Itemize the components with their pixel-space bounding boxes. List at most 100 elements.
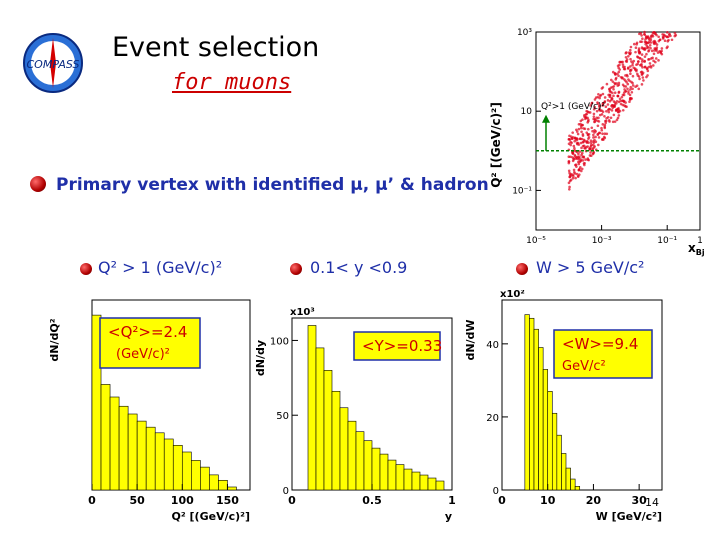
scatter-point — [615, 82, 618, 85]
scatter-point — [571, 177, 575, 180]
histogram-bar — [347, 420, 357, 491]
scatter-point — [576, 174, 580, 178]
scatter-point — [622, 84, 626, 88]
histogram-bar — [371, 447, 381, 491]
y-multiplier: x10³ — [290, 307, 315, 318]
scatter-point — [592, 136, 595, 139]
scatter-point — [622, 93, 626, 97]
scatter-point — [592, 115, 596, 118]
histogram-bar — [218, 479, 228, 491]
scatter-point — [632, 59, 636, 63]
scatter-point — [617, 110, 620, 114]
scatter-point — [655, 43, 659, 46]
histogram-bar — [307, 325, 317, 491]
scatter-point — [621, 63, 625, 66]
x-axis-label: W [GeV/c²] — [596, 510, 662, 523]
scatter-point — [648, 40, 651, 43]
histogram-bar — [533, 328, 539, 491]
scatter-point — [659, 51, 663, 55]
scatter-point — [634, 50, 637, 54]
scatter-point — [567, 155, 571, 159]
scatter-point — [647, 58, 650, 61]
scatter-point — [619, 99, 623, 103]
scatter-point — [568, 138, 572, 141]
y-tick-label: 0 — [283, 486, 289, 497]
scatter-point — [597, 92, 600, 96]
scatter-point — [638, 56, 641, 60]
scatter-point — [612, 87, 615, 91]
scatter-point — [622, 91, 626, 94]
scatter-point — [616, 64, 620, 68]
scatter-point — [652, 59, 655, 63]
scatter-point — [629, 85, 633, 89]
scatter-point — [569, 143, 572, 147]
q2-vs-xbj-scatter: Q² [(GeV/c)²] 10⁻⁵ 10⁻³ 10⁻¹ 1 10³ 10 10⁻¹ Q²>… — [489, 28, 705, 257]
scatter-point — [600, 126, 603, 130]
scatter-point — [571, 151, 575, 155]
scatter-point — [627, 66, 630, 70]
scatter-point — [637, 87, 641, 91]
scatter-point — [609, 78, 613, 82]
scatter-point — [617, 114, 621, 117]
y-tick-label: 0 — [493, 486, 499, 497]
scatter-point — [637, 60, 640, 63]
y-axis-label: dN/dW — [464, 319, 477, 360]
scatter-point — [617, 74, 620, 78]
scatter-point — [573, 153, 577, 157]
scatter-point — [585, 140, 588, 144]
scatter-point — [647, 49, 650, 53]
scatter-point — [670, 38, 674, 42]
scatter-point — [650, 49, 654, 53]
scatter-point — [605, 132, 609, 136]
scatter-point — [645, 36, 649, 40]
scatter-point — [584, 158, 587, 161]
scatter-point — [585, 112, 589, 116]
scatter-point — [631, 74, 635, 78]
scatter-point — [589, 139, 593, 142]
histogram-bar — [154, 432, 165, 491]
scatter-point — [598, 113, 602, 117]
x-tick-label: 0.5 — [362, 494, 382, 507]
y-tick-label: 10⁻¹ — [512, 186, 532, 196]
scatter-point — [631, 63, 634, 67]
q2-histogram: 0 50 100 150 dN/dQ² Q² [(GeV/c)²] <Q²>=2.4 (GeV… — [48, 299, 251, 523]
y-axis-label: Q² [(GeV/c)²] — [489, 102, 503, 188]
x-axis-label: y — [445, 510, 452, 523]
scatter-point — [592, 107, 596, 111]
scatter-point — [624, 51, 628, 55]
scatter-point — [638, 32, 641, 36]
scatter-point — [626, 87, 629, 91]
scatter-point — [655, 33, 658, 37]
scatter-point — [629, 72, 632, 76]
scatter-point — [577, 127, 581, 131]
scatter-point — [613, 101, 617, 104]
w-histogram: 0 10 20 30 40 20 0 x10² dN/dW W [GeV/c²] <W>=9.4 Ge… — [464, 290, 663, 523]
y-tick-label: 10 — [521, 107, 533, 117]
scatter-point — [593, 105, 597, 109]
histogram-bar — [419, 474, 429, 491]
cut-w-label: W > 5 GeV/c² — [536, 258, 645, 277]
scatter-point — [596, 102, 600, 105]
y-multiplier: x10² — [500, 290, 525, 300]
scatter-point — [616, 116, 620, 120]
histogram-bar — [191, 460, 201, 491]
scatter-point — [610, 96, 613, 100]
scatter-point — [614, 78, 618, 81]
histogram-bar — [323, 370, 333, 491]
scatter-point — [629, 65, 632, 68]
scatter-point — [628, 97, 632, 100]
histogram-bar — [339, 407, 349, 491]
scatter-point — [589, 104, 592, 107]
plot-frame — [501, 299, 663, 491]
scatter-point — [575, 156, 578, 159]
scatter-point — [599, 93, 603, 97]
scatter-point — [640, 46, 644, 49]
scatter-point — [596, 124, 600, 128]
scatter-point — [573, 136, 577, 140]
histogram-bar — [547, 391, 553, 491]
scatter-point — [598, 105, 601, 108]
scatter-point — [578, 160, 582, 164]
scatter-point — [638, 77, 641, 81]
scatter-point — [643, 55, 647, 58]
scatter-point — [586, 121, 589, 124]
